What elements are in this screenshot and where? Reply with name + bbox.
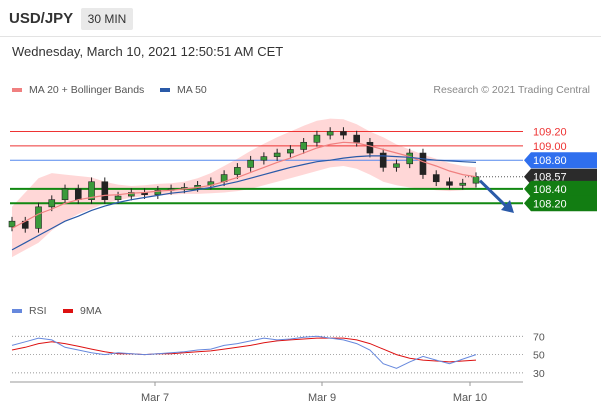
candle-body [61,188,69,200]
candle-body [313,134,321,143]
forecast-arrow-shaft [478,179,510,210]
level-tag-108.20: 108.20 [524,195,597,212]
legend-ma50: MA 50 [160,84,207,96]
candle-body [393,163,400,168]
level-tag-bg [524,152,597,169]
candle-body [300,141,307,150]
ma20-swatch [12,88,22,92]
candle-body [154,190,162,195]
forecast-arrowhead [501,200,514,213]
level-tag-text: 108.20 [533,198,567,210]
candle-body [446,181,453,186]
level-tag-109.20: 109.20 [533,127,567,139]
ma50-swatch [160,88,170,92]
candle-body [366,141,374,154]
level-tag-text: 108.57 [533,172,567,184]
rsi-tick-label: 70 [533,331,545,343]
rsi-tick-label: 50 [533,350,545,362]
rsi-ma-line [11,337,477,363]
timestamp: Wednesday, March 10, 2021 12:50:51 AM CE… [12,44,284,59]
level-tag-text: 109.20 [533,127,567,139]
candle-body [419,152,427,175]
candle-body [114,195,122,200]
candle-body [459,182,467,186]
candle-body [472,176,480,184]
ma20-line [11,141,477,229]
legend-rsi: RSI [12,305,47,317]
credit-text: Research © 2021 Trading Central [433,84,590,96]
legend-ma20: MA 20 + Bollinger Bands [12,84,144,96]
candle-body [287,149,294,154]
header: USD/JPY 30 MIN [0,0,601,36]
level-tag-109.00: 109.00 [533,141,567,153]
ma50-line [11,155,477,251]
level-tag-bg [524,180,597,197]
x-axis-label: Mar 10 [453,392,487,404]
rsi-swatch [12,309,22,313]
ma20-label: MA 20 + Bollinger Bands [29,84,145,96]
header-divider [0,36,601,37]
candle-body [273,152,281,157]
candle-body [128,192,135,197]
rsi-tick-label: 30 [533,368,545,380]
candle-body [35,206,42,229]
rsi-ma-swatch [63,309,73,313]
candle-body [88,181,95,200]
level-tag-text: 109.00 [533,141,567,153]
candle-body [432,174,440,183]
level-tag-108.80: 108.80 [524,152,597,169]
candle-body [48,199,56,208]
rsi-label: RSI [29,305,47,317]
bollinger-band [12,118,476,258]
level-tag-text: 108.80 [533,155,567,167]
candle-body [8,220,16,228]
candle-body [74,188,82,200]
candle-body [101,181,109,200]
level-tag-text: 108.40 [533,184,567,196]
level-tag-108.57: 108.57 [524,168,597,185]
rsi-ma-label: 9MA [80,305,102,317]
legend-rsi-ma: 9MA [63,305,102,317]
level-tag-bg [524,195,597,212]
candle-body [379,152,387,168]
rsi-line [11,335,477,369]
level-tag-108.40: 108.40 [524,180,597,197]
instrument-label: USD/JPY [9,10,74,27]
ma50-label: MA 50 [177,84,207,96]
candle-body [260,156,268,161]
candle-body [247,159,254,168]
candle-body [340,131,347,136]
candle-body [234,167,241,175]
level-tag-bg [524,168,597,185]
x-axis-label: Mar 9 [308,392,336,404]
candle-body [353,134,360,143]
candle-body [406,152,414,165]
x-axis-label: Mar 7 [141,392,169,404]
candle-body [326,131,334,136]
timeframe-button[interactable]: 30 MIN [81,8,133,30]
